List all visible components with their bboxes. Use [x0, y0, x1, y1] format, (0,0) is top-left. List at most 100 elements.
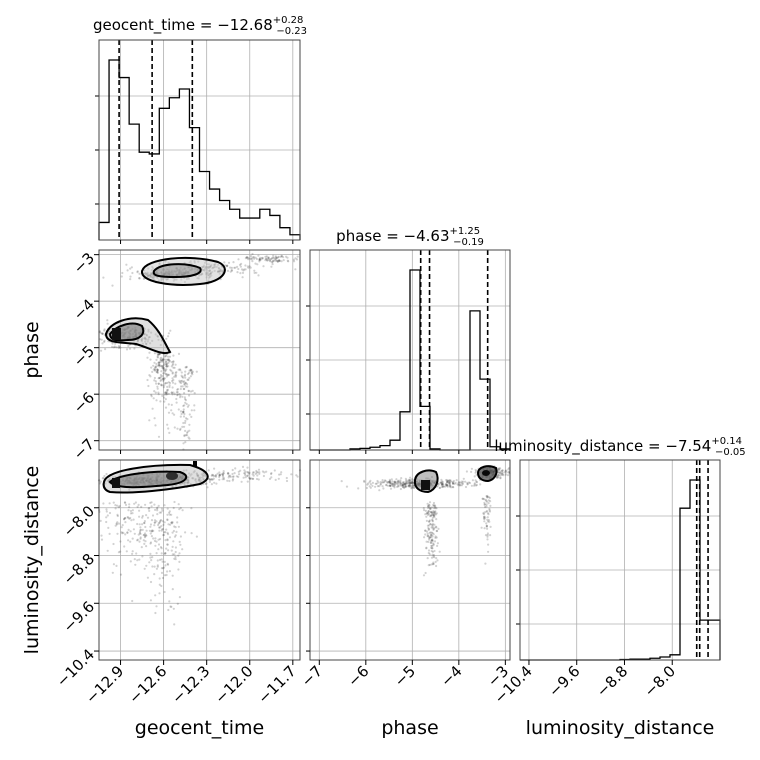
- scatter-point: [163, 521, 166, 524]
- scatter-point: [484, 505, 487, 509]
- scatter-point: [261, 256, 264, 259]
- scatter-point: [433, 516, 436, 519]
- scatter-point: [499, 474, 502, 477]
- scatter-point: [149, 542, 152, 545]
- scatter-point: [173, 426, 176, 429]
- scatter-point: [183, 392, 186, 395]
- scatter-point: [448, 485, 451, 488]
- scatter-point: [111, 571, 114, 574]
- tick-label-x: −12.3: [168, 662, 213, 707]
- scatter-point: [500, 473, 504, 476]
- scatter-point: [429, 515, 432, 518]
- scatter-point: [189, 368, 192, 371]
- scatter-point: [271, 256, 274, 259]
- scatter-point: [173, 525, 176, 528]
- scatter-point: [246, 471, 249, 474]
- scatter-point: [192, 477, 195, 480]
- scatter-point: [136, 522, 139, 526]
- scatter-point: [186, 430, 189, 433]
- scatter-point: [158, 377, 161, 380]
- scatter-point: [226, 269, 230, 272]
- scatter-point: [460, 480, 463, 483]
- scatter-point: [177, 408, 180, 411]
- scatter-point: [174, 375, 177, 378]
- scatter-point: [167, 608, 170, 612]
- scatter-point: [126, 531, 129, 535]
- scatter-point: [166, 423, 169, 426]
- scatter-point: [171, 574, 174, 577]
- scatter-point: [177, 503, 180, 506]
- scatter-point: [233, 266, 236, 269]
- scatter-point: [145, 333, 148, 336]
- scatter-point: [430, 539, 433, 542]
- scatter-point: [168, 431, 171, 434]
- scatter-point: [161, 576, 165, 580]
- scatter-point: [458, 484, 461, 487]
- scatter-point: [193, 470, 196, 473]
- scatter-point: [235, 475, 238, 478]
- scatter-point: [424, 529, 427, 532]
- scatter-point: [157, 548, 160, 551]
- scatter-point: [156, 364, 159, 367]
- contour-peak: [112, 328, 121, 340]
- scatter-point: [401, 484, 404, 487]
- scatter-point: [405, 482, 408, 485]
- scatter-point: [432, 533, 435, 536]
- scatter-point: [173, 557, 176, 560]
- scatter-point: [150, 395, 153, 398]
- scatter-point: [179, 535, 182, 538]
- scatter-point: [170, 522, 174, 525]
- scatter-point: [429, 507, 432, 510]
- scatter-point: [499, 467, 502, 470]
- scatter-point: [202, 478, 205, 481]
- scatter-point: [286, 259, 289, 262]
- scatter-point: [431, 525, 434, 528]
- scatter-point: [431, 512, 434, 515]
- scatter-point: [140, 338, 143, 341]
- scatter-point: [152, 529, 155, 533]
- scatter-point: [179, 369, 182, 372]
- scatter-point: [175, 401, 178, 404]
- scatter-point: [183, 374, 186, 377]
- scatter-point: [164, 362, 167, 365]
- tick-label-y: −7: [70, 435, 98, 463]
- scatter-point: [424, 529, 427, 532]
- scatter-point: [466, 483, 469, 486]
- scatter-point: [188, 376, 191, 380]
- scatter-point: [438, 550, 441, 553]
- tick-label-y: −10.4: [53, 645, 98, 690]
- tick-label-y: −8.0: [60, 502, 98, 540]
- scatter-point: [251, 252, 254, 256]
- scatter-point: [445, 484, 448, 487]
- scatter-point: [486, 516, 489, 519]
- scatter-point: [146, 340, 149, 343]
- scatter-point: [186, 405, 189, 408]
- scatter-point: [226, 264, 229, 267]
- scatter-point: [501, 469, 504, 472]
- scatter-point: [156, 559, 159, 562]
- scatter-point: [404, 482, 407, 485]
- scatter-point: [163, 377, 166, 380]
- scatter-point: [208, 478, 212, 482]
- scatter-point: [127, 516, 130, 519]
- scatter-point: [157, 543, 161, 546]
- scatter-point: [499, 477, 502, 480]
- scatter-point: [404, 477, 407, 480]
- scatter-point: [233, 472, 236, 475]
- scatter-point: [428, 520, 431, 523]
- contour-peak: [193, 461, 197, 467]
- scatter-point: [149, 342, 152, 345]
- scatter-point: [498, 467, 501, 470]
- scatter-point: [145, 564, 148, 567]
- scatter-point: [506, 474, 510, 477]
- scatter-point: [163, 393, 166, 396]
- scatter-point: [381, 485, 384, 488]
- scatter-point: [278, 259, 281, 262]
- scatter-point: [409, 480, 412, 483]
- scatter-point: [197, 479, 200, 482]
- scatter-point: [247, 476, 251, 479]
- scatter-point: [171, 545, 174, 549]
- scatter-point: [131, 511, 134, 515]
- scatter-point: [378, 489, 381, 492]
- scatter-point: [212, 473, 215, 477]
